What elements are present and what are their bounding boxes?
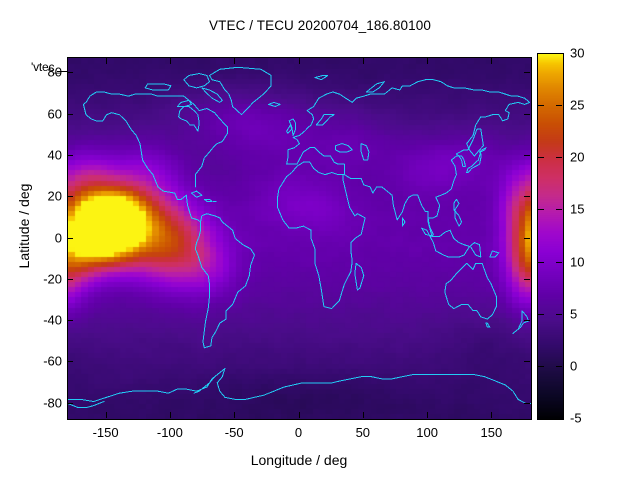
- colorbar-tick-mark: [556, 365, 562, 367]
- y-tick-label: 60: [47, 106, 62, 122]
- y-tick-mark: [67, 237, 73, 239]
- plot-key-label: 'vtec_: [31, 60, 61, 74]
- colorbar-tick-mark: [556, 209, 562, 211]
- x-tick-label: -150: [92, 425, 119, 440]
- y-tick-mark: [67, 72, 73, 74]
- y-tick-mark: [67, 113, 73, 115]
- y-tick-label: -20: [43, 271, 62, 287]
- x-tick-mark: [362, 412, 364, 418]
- colorbar-tick-mark: [538, 105, 544, 107]
- colorbar-gradient: [538, 54, 563, 419]
- vtec-heatmap: [68, 58, 531, 419]
- plot-key-line: [57, 71, 68, 72]
- x-tick-mark: [298, 412, 300, 418]
- colorbar-tick-label: 15: [570, 201, 585, 217]
- colorbar-tick-label: -5: [570, 410, 582, 426]
- x-tick-label: 50: [355, 425, 371, 440]
- x-tick-mark: [105, 412, 107, 418]
- colorbar-tick-label: 30: [570, 45, 585, 61]
- x-tick-label: -50: [224, 425, 244, 440]
- page-title: VTEC / TECU 20200704_186.80100: [209, 18, 431, 33]
- y-tick-label: -60: [43, 353, 62, 369]
- colorbar-tick-mark: [538, 313, 544, 315]
- y-tick-label: -40: [43, 312, 62, 328]
- colorbar-tick-label: 10: [570, 254, 585, 270]
- colorbar-tick-mark: [556, 157, 562, 159]
- y-tick-mark: [67, 320, 73, 321]
- x-tick-mark: [491, 58, 493, 64]
- x-tick-label: 100: [416, 425, 438, 440]
- y-tick-mark: [524, 361, 530, 363]
- y-tick-mark: [524, 154, 530, 156]
- colorbar-tick-label: 20: [570, 149, 585, 165]
- heatmap-plot-area[interactable]: [67, 57, 532, 420]
- y-tick-label: 80: [47, 64, 62, 80]
- x-tick-mark: [234, 412, 236, 418]
- x-tick-mark: [491, 412, 493, 418]
- x-tick-mark: [362, 58, 364, 64]
- y-tick-label: 0: [54, 230, 62, 245]
- y-tick-mark: [67, 402, 73, 404]
- y-tick-mark: [524, 402, 530, 404]
- x-tick-mark: [298, 58, 300, 64]
- y-tick-mark: [67, 361, 73, 363]
- colorbar-tick-mark: [556, 313, 562, 315]
- y-tick-mark: [524, 113, 530, 115]
- colorbar-tick-mark: [538, 209, 544, 211]
- colorbar-tick-mark: [556, 261, 562, 263]
- x-tick-mark: [427, 412, 429, 418]
- y-tick-mark: [524, 196, 530, 198]
- colorbar-tick-label: 5: [570, 306, 578, 322]
- x-tick-mark: [169, 412, 171, 418]
- x-tick-mark: [105, 58, 107, 64]
- x-axis-title: Longitude / deg: [250, 452, 348, 468]
- y-tick-label: 20: [47, 188, 62, 204]
- x-tick-mark: [234, 58, 236, 64]
- x-tick-mark: [427, 58, 429, 64]
- x-tick-mark: [169, 58, 171, 64]
- x-tick-label: 0: [294, 425, 303, 440]
- colorbar-tick-mark: [556, 105, 562, 107]
- x-tick-label: -100: [156, 425, 183, 440]
- y-tick-mark: [524, 237, 530, 239]
- x-tick-label: 150: [480, 425, 503, 440]
- y-tick-label: -80: [43, 395, 62, 411]
- colorbar[interactable]: [537, 53, 564, 420]
- y-tick-label: 40: [47, 147, 62, 163]
- colorbar-tick-label: 0: [570, 358, 578, 374]
- y-tick-mark: [524, 278, 530, 280]
- y-tick-mark: [524, 320, 530, 321]
- y-tick-mark: [67, 154, 73, 156]
- y-tick-mark: [67, 196, 73, 198]
- y-tick-mark: [524, 72, 530, 74]
- colorbar-tick-mark: [538, 365, 544, 367]
- colorbar-tick-mark: [538, 261, 544, 263]
- y-axis-title: Latitude / deg: [16, 183, 32, 269]
- colorbar-tick-label: 25: [570, 97, 585, 113]
- y-tick-mark: [67, 278, 73, 280]
- colorbar-tick-mark: [538, 157, 544, 159]
